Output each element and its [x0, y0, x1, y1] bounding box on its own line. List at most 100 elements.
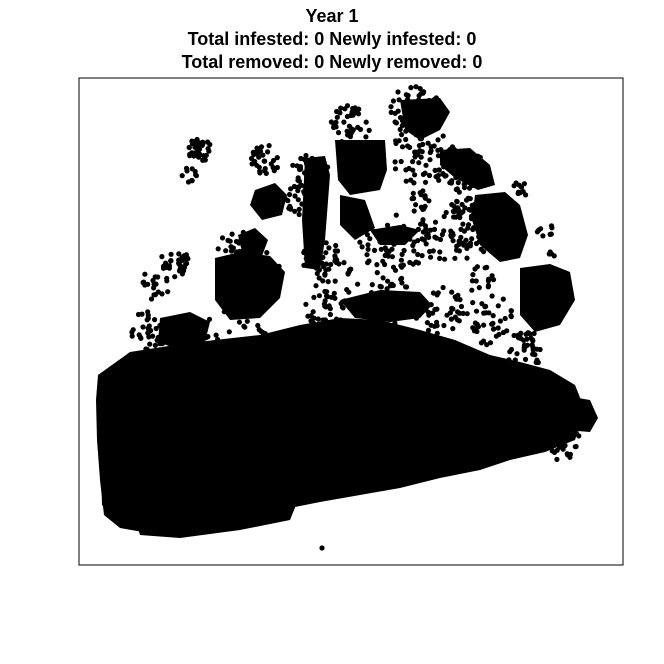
data-point: [241, 365, 247, 371]
data-point: [549, 225, 555, 231]
data-point: [405, 96, 411, 103]
data-point: [355, 281, 361, 287]
data-point: [395, 89, 401, 95]
data-point: [408, 106, 414, 112]
data-point: [386, 249, 392, 255]
data-point: [417, 86, 423, 92]
data-point: [151, 292, 157, 298]
data-point: [407, 299, 413, 305]
data-point: [418, 136, 424, 142]
data-point: [464, 311, 470, 317]
data-point: [385, 278, 391, 284]
data-point: [310, 309, 316, 315]
data-point: [426, 312, 432, 318]
data-point: [225, 237, 231, 243]
data-point: [526, 330, 532, 336]
data-point: [221, 309, 227, 315]
data-point: [388, 104, 394, 110]
data-point: [382, 252, 388, 259]
data-point: [260, 152, 266, 158]
data-point: [303, 152, 309, 159]
data-point: [432, 114, 438, 120]
data-point: [453, 207, 459, 213]
data-point: [374, 262, 380, 268]
data-point: [342, 106, 348, 112]
data-point: [177, 261, 183, 268]
data-point: [159, 291, 165, 297]
data-point: [516, 419, 523, 425]
data-point: [359, 244, 365, 250]
data-point: [523, 419, 529, 425]
data-point: [478, 340, 484, 346]
data-point: [393, 212, 399, 218]
data-point: [292, 208, 298, 214]
data-point: [241, 242, 247, 248]
data-point: [441, 228, 447, 234]
data-point: [198, 329, 204, 335]
data-point: [436, 177, 442, 183]
data-point: [413, 132, 419, 138]
data-point: [296, 206, 302, 212]
data-point: [443, 173, 449, 179]
data-point: [465, 195, 471, 201]
data-point: [434, 330, 440, 336]
data-point: [267, 273, 274, 279]
data-point: [323, 261, 329, 267]
data-point: [374, 311, 380, 317]
data-point: [265, 149, 271, 155]
data-point: [416, 160, 422, 166]
data-point: [241, 323, 247, 329]
data-point: [512, 357, 518, 363]
data-point: [189, 166, 195, 172]
data-point: [288, 186, 294, 192]
data-point: [260, 264, 266, 270]
data-point: [514, 351, 520, 357]
data-point: [401, 223, 407, 229]
data-point: [322, 183, 329, 189]
data-point: [339, 304, 345, 310]
data-point: [576, 433, 582, 439]
data-point: [420, 141, 426, 147]
data-point: [436, 167, 442, 173]
data-point: [456, 241, 462, 247]
data-point: [490, 320, 496, 326]
data-point: [384, 286, 390, 292]
data-point: [437, 236, 444, 243]
data-point: [341, 260, 347, 266]
data-point: [145, 312, 151, 318]
data-point: [461, 185, 468, 191]
data-point: [264, 250, 270, 256]
data-point: [441, 322, 447, 329]
dense-region-1: [96, 318, 585, 535]
data-point: [363, 134, 369, 140]
data-point: [434, 306, 440, 312]
data-point: [246, 236, 252, 242]
data-point: [476, 229, 482, 235]
data-point: [449, 305, 455, 311]
data-point: [160, 265, 167, 271]
data-point: [332, 278, 338, 284]
data-point: [327, 306, 333, 312]
data-point: [411, 208, 417, 214]
data-point: [252, 360, 258, 366]
data-point: [197, 146, 203, 152]
data-point: [413, 84, 419, 90]
dense-region-9: [335, 140, 387, 195]
data-point: [502, 315, 508, 322]
data-point: [458, 210, 464, 216]
data-point: [506, 357, 512, 363]
data-point: [458, 226, 464, 232]
data-point: [411, 180, 417, 186]
data-point: [184, 260, 190, 267]
data-point: [378, 284, 384, 290]
data-point: [199, 337, 205, 343]
data-point: [271, 267, 277, 273]
data-point: [410, 159, 416, 165]
data-point: [365, 242, 371, 248]
data-point: [301, 262, 307, 268]
data-point: [264, 270, 270, 276]
dense-region-5: [158, 312, 210, 350]
data-point: [140, 324, 146, 330]
data-point: [523, 386, 529, 392]
data-point: [286, 191, 293, 198]
